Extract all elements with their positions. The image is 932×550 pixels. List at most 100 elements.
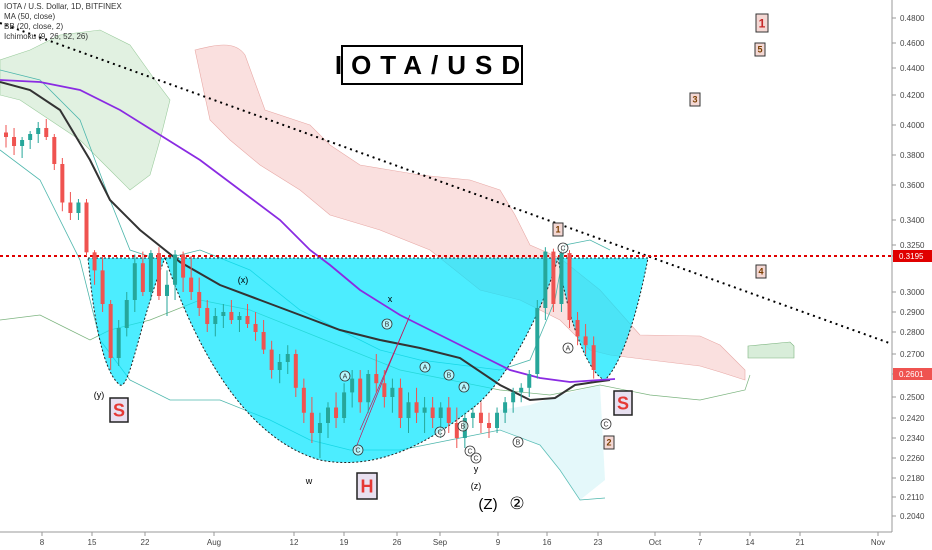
price-tick-label: 0.2800 (900, 328, 925, 337)
wave-circle-label: A (462, 385, 467, 392)
wave-circle (458, 381, 470, 393)
wave-circle (339, 370, 351, 382)
wave-circle (457, 420, 469, 432)
candle-body (44, 128, 49, 137)
candle-body (543, 251, 548, 308)
candle-body (84, 202, 89, 253)
candle-body (519, 387, 524, 393)
price-tick-label: 0.2180 (900, 474, 925, 483)
wave-label: w (305, 476, 313, 486)
wave-number-box (755, 13, 769, 33)
candle-body (382, 383, 387, 397)
wave-number: 2 (606, 438, 611, 448)
ma-50-line (0, 81, 611, 402)
candle-body (132, 263, 137, 300)
candle-body (124, 300, 129, 328)
ma-indicator-label[interactable]: MA (50, close) (4, 12, 56, 21)
candle-body (495, 412, 500, 428)
candle-body (398, 387, 403, 418)
candle-body (277, 362, 282, 370)
candle-body (221, 312, 226, 316)
candle-body (342, 392, 347, 418)
wave-circle-label: C (355, 448, 360, 455)
candle-body (438, 407, 443, 418)
symbol-line: IOTA / U.S. Dollar, 1D, BITFINEX (4, 2, 122, 11)
candle-body (454, 423, 459, 438)
candle-body (470, 412, 475, 418)
last-price-tag (893, 368, 932, 380)
wave-number-box (754, 42, 766, 57)
candle-body (511, 392, 516, 403)
price-tick-label: 0.4600 (900, 39, 925, 48)
candle-body (567, 253, 572, 320)
candle-body (60, 164, 65, 203)
wave-label: (Z) (478, 496, 497, 513)
wave-line-2 (359, 319, 409, 431)
candle-body (366, 374, 371, 403)
projection-shade (500, 385, 605, 500)
candle-body (406, 402, 411, 418)
price-tick-label: 0.2420 (900, 414, 925, 423)
wave-number: 5 (757, 45, 762, 55)
wave-number: 4 (758, 267, 763, 277)
wave-circle (434, 426, 446, 438)
candle-body (317, 423, 322, 433)
candle-body (350, 378, 355, 393)
candle-body (92, 252, 97, 271)
price-tick-label: 0.4400 (900, 64, 925, 73)
time-tick-label: 15 (88, 538, 97, 547)
ichimoku-indicator-label[interactable]: Ichimoku (9, 26, 52, 26) (4, 32, 89, 41)
time-tick-label: Nov (871, 538, 885, 547)
wave-circle-label: B (385, 322, 390, 329)
price-tick-label: 0.4800 (900, 14, 925, 23)
time-tick-label: Sep (433, 538, 448, 547)
wave-circle-label: C (603, 422, 608, 429)
candle-body (334, 407, 339, 418)
price-tick-label: 0.4200 (900, 91, 925, 100)
candle-body (52, 137, 57, 164)
candle-body (165, 284, 169, 296)
wave-number-box (755, 264, 767, 279)
candle-body (148, 253, 153, 292)
candle-body (36, 128, 41, 134)
price-tick-label: 0.2700 (900, 350, 925, 359)
candle-body (414, 402, 419, 413)
candle-body (68, 202, 73, 213)
left-shoulder-label: S (113, 400, 125, 420)
candle-body (487, 423, 491, 428)
wave-number-box (603, 435, 615, 450)
wave-label: ② (509, 494, 524, 513)
price-tick-label: 0.2260 (900, 454, 925, 463)
candle-body (430, 407, 435, 418)
candle-body (358, 378, 363, 403)
wave-circle (381, 318, 393, 330)
time-tick-label: 23 (594, 538, 603, 547)
right-shoulder-label: S (617, 393, 629, 413)
candle-body (4, 132, 8, 137)
candle-body (237, 316, 242, 320)
candle-body (575, 320, 580, 337)
candle-body (197, 292, 202, 308)
candle-body (181, 254, 186, 278)
candle-body (28, 134, 33, 140)
wave-circle-label: A (566, 346, 571, 353)
candle-body (100, 270, 105, 304)
price-tick-label: 0.2110 (900, 493, 924, 502)
candle-body (390, 387, 395, 397)
wave-circle-label: C (437, 430, 442, 437)
price-tick-label: 0.2500 (900, 393, 925, 402)
ichimoku-cloud-bullish (0, 29, 171, 191)
resistance-price-tag (893, 250, 932, 262)
wave-label: (x) (238, 275, 249, 285)
time-tick-label: 26 (393, 538, 402, 547)
price-tick-label: 0.4000 (900, 121, 925, 130)
bb-indicator-label[interactable]: BB (20, close, 2) (4, 22, 64, 31)
wave-circle-label: C (467, 449, 472, 456)
wave-label: (z) (471, 481, 482, 491)
candle-body (551, 251, 556, 304)
wave-circle (443, 369, 455, 381)
wave-number: 1 (759, 16, 766, 30)
candle-body (205, 308, 210, 324)
